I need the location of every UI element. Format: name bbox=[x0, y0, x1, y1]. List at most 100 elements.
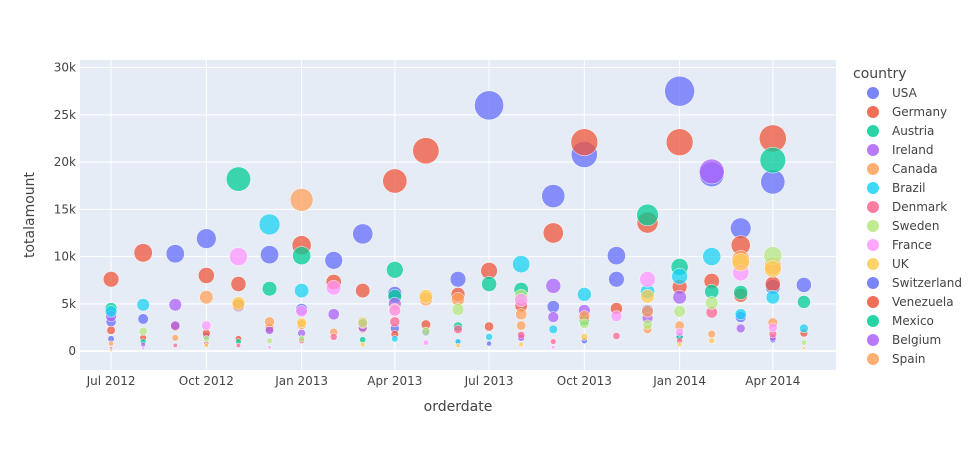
point-ireland bbox=[265, 325, 275, 335]
x-tick-label: Jan 2014 bbox=[652, 374, 706, 388]
point-canada bbox=[264, 316, 275, 328]
point-austria bbox=[759, 147, 786, 174]
legend-label-france[interactable]: France bbox=[892, 238, 932, 252]
point-usa bbox=[607, 246, 626, 265]
point-germany bbox=[764, 276, 781, 292]
legend-marker-brazil[interactable] bbox=[867, 182, 879, 194]
point-uk bbox=[518, 341, 524, 348]
legend-marker-belgium[interactable] bbox=[867, 334, 879, 346]
point-denmark bbox=[612, 332, 621, 340]
point-ireland bbox=[168, 298, 182, 312]
point-sweden bbox=[800, 339, 807, 346]
legend-label-switzerland[interactable]: Switzerland bbox=[892, 276, 962, 290]
legend-marker-spain[interactable] bbox=[867, 353, 879, 365]
x-tick-label: Oct 2013 bbox=[557, 374, 612, 388]
legend-marker-canada[interactable] bbox=[867, 163, 879, 175]
point-sweden bbox=[298, 335, 306, 343]
legend-marker-austria[interactable] bbox=[867, 125, 879, 137]
point-austria bbox=[733, 285, 749, 300]
point-canada bbox=[171, 334, 179, 342]
point-germany bbox=[102, 271, 120, 288]
point-uk bbox=[455, 342, 461, 348]
point-france bbox=[514, 293, 529, 307]
legend-label-venezuela[interactable]: Venezuela bbox=[892, 295, 954, 309]
legend-label-ireland[interactable]: Ireland bbox=[892, 143, 934, 157]
legend-label-uk[interactable]: UK bbox=[892, 257, 910, 271]
point-sweden bbox=[421, 326, 431, 336]
legend-marker-sweden[interactable] bbox=[867, 220, 879, 232]
point-brazil bbox=[548, 324, 558, 334]
legend-label-mexico[interactable]: Mexico bbox=[892, 314, 934, 328]
point-denmark bbox=[172, 342, 178, 348]
point-brazil bbox=[765, 290, 780, 305]
legend-marker-switzerland[interactable] bbox=[867, 277, 879, 289]
point-brazil bbox=[799, 323, 809, 334]
point-uk bbox=[296, 317, 307, 328]
legend-marker-usa[interactable] bbox=[867, 87, 879, 99]
legend-label-brazil[interactable]: Brazil bbox=[892, 181, 926, 195]
x-tick-label: Apr 2013 bbox=[367, 374, 422, 388]
point-brazil bbox=[577, 287, 592, 302]
point-canada bbox=[199, 290, 214, 305]
y-tick-label: 30k bbox=[54, 61, 76, 75]
legend-label-denmark[interactable]: Denmark bbox=[892, 200, 947, 214]
point-ireland bbox=[170, 320, 181, 331]
point-austria bbox=[797, 295, 811, 309]
point-uk bbox=[640, 289, 655, 304]
point-germany bbox=[484, 321, 494, 332]
point-uk bbox=[731, 253, 750, 272]
point-usa bbox=[796, 277, 812, 293]
point-denmark bbox=[389, 316, 401, 328]
x-axis-title: orderdate bbox=[424, 399, 493, 415]
point-uk bbox=[231, 296, 246, 310]
legend-marker-ireland[interactable] bbox=[867, 144, 879, 156]
point-sweden bbox=[138, 326, 148, 336]
legend-label-spain[interactable]: Spain bbox=[892, 352, 926, 366]
point-brazil bbox=[104, 305, 118, 318]
legend-marker-mexico[interactable] bbox=[867, 315, 879, 327]
y-axis-ticks: 0 5k 10k 15k 20k 25k 30k bbox=[54, 61, 76, 359]
point-usa bbox=[137, 313, 149, 325]
point-germany bbox=[230, 276, 247, 292]
point-sweden bbox=[642, 319, 653, 330]
point-canada bbox=[108, 340, 114, 347]
point-sweden bbox=[673, 305, 686, 318]
legend-marker-germany[interactable] bbox=[867, 106, 879, 118]
point-germany bbox=[133, 243, 153, 263]
legend: country USA Germany Austria Ireland Canada Br… bbox=[853, 66, 962, 366]
point-uk bbox=[203, 342, 209, 348]
point-uk bbox=[580, 333, 589, 341]
point-usa bbox=[608, 271, 625, 288]
legend-marker-denmark[interactable] bbox=[867, 201, 879, 213]
point-germany bbox=[198, 267, 215, 284]
legend-marker-uk[interactable] bbox=[867, 258, 879, 270]
point-canada bbox=[289, 188, 314, 212]
point-usa bbox=[760, 169, 786, 195]
point-uk bbox=[764, 260, 782, 278]
legend-marker-france[interactable] bbox=[867, 239, 879, 251]
legend-label-austria[interactable]: Austria bbox=[892, 124, 934, 138]
legend-label-germany[interactable]: Germany bbox=[892, 105, 947, 119]
legend-label-belgium[interactable]: Belgium bbox=[892, 333, 941, 347]
legend-title: country bbox=[853, 66, 907, 82]
y-tick-label: 20k bbox=[54, 155, 76, 169]
point-canada bbox=[515, 308, 528, 321]
point-germany bbox=[570, 128, 599, 156]
point-austria bbox=[636, 203, 659, 227]
legend-label-sweden[interactable]: Sweden bbox=[892, 219, 939, 233]
point-austria bbox=[225, 166, 251, 192]
point-ireland bbox=[547, 311, 559, 323]
point-denmark bbox=[550, 338, 557, 345]
point-sweden bbox=[266, 337, 273, 344]
point-brazil bbox=[671, 268, 688, 285]
point-france bbox=[267, 345, 272, 350]
point-usa bbox=[324, 251, 343, 270]
legend-label-canada[interactable]: Canada bbox=[892, 162, 938, 176]
legend-marker-venezuela[interactable] bbox=[867, 296, 879, 308]
y-tick-label: 0 bbox=[68, 344, 76, 358]
y-tick-label: 5k bbox=[61, 297, 76, 311]
legend-label-usa[interactable]: USA bbox=[892, 86, 918, 100]
x-tick-label: Oct 2012 bbox=[179, 374, 234, 388]
point-france bbox=[422, 339, 429, 346]
